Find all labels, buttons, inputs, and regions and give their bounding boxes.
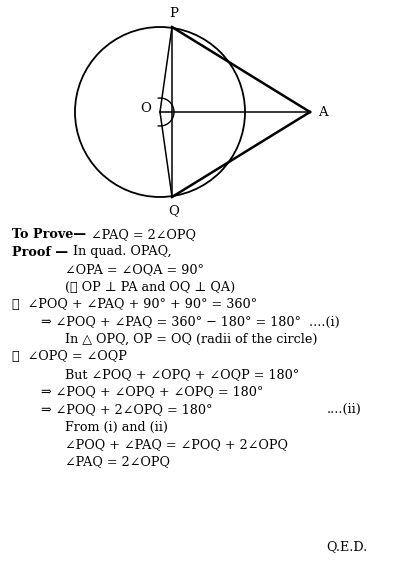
Text: ⇒ ∠POQ + ∠OPQ + ∠OPQ = 180°: ⇒ ∠POQ + ∠OPQ + ∠OPQ = 180° — [41, 386, 263, 399]
Text: P: P — [169, 7, 179, 20]
Text: From (i) and (ii): From (i) and (ii) — [65, 421, 168, 434]
Text: A: A — [318, 105, 328, 119]
Text: In △ OPQ, OP = OQ (radii of the circle): In △ OPQ, OP = OQ (radii of the circle) — [65, 333, 318, 346]
Text: Q: Q — [169, 204, 180, 217]
Text: Q.E.D.: Q.E.D. — [326, 540, 368, 553]
Text: ∴  ∠POQ + ∠PAQ + 90° + 90° = 360°: ∴ ∠POQ + ∠PAQ + 90° + 90° = 360° — [12, 298, 257, 311]
Text: ∠POQ + ∠PAQ = ∠POQ + 2∠OPQ: ∠POQ + ∠PAQ = ∠POQ + 2∠OPQ — [65, 438, 288, 451]
Text: ∠PAQ = 2∠OPQ: ∠PAQ = 2∠OPQ — [65, 455, 170, 468]
Text: ∴  ∠OPQ = ∠OQP: ∴ ∠OPQ = ∠OQP — [12, 350, 127, 363]
Text: ....(ii): ....(ii) — [326, 403, 361, 416]
Text: (∴ OP ⊥ PA and OQ ⊥ QA): (∴ OP ⊥ PA and OQ ⊥ QA) — [65, 281, 235, 294]
Text: To Prove—: To Prove— — [12, 228, 91, 241]
Text: In quad. OPAQ,: In quad. OPAQ, — [73, 246, 171, 259]
Text: ∠OPA = ∠OQA = 90°: ∠OPA = ∠OQA = 90° — [65, 263, 204, 276]
Text: O: O — [141, 103, 151, 116]
Text: ⇒ ∠POQ + 2∠OPQ = 180°: ⇒ ∠POQ + 2∠OPQ = 180° — [41, 403, 212, 416]
Text: ∠PAQ = 2∠OPQ: ∠PAQ = 2∠OPQ — [91, 228, 196, 241]
Text: Proof —: Proof — — [12, 246, 73, 259]
Text: But ∠POQ + ∠OPQ + ∠OQP = 180°: But ∠POQ + ∠OPQ + ∠OQP = 180° — [65, 368, 299, 381]
Text: ⇒ ∠POQ + ∠PAQ = 360° − 180° = 180°  ....(i): ⇒ ∠POQ + ∠PAQ = 360° − 180° = 180° ....(… — [41, 315, 339, 328]
